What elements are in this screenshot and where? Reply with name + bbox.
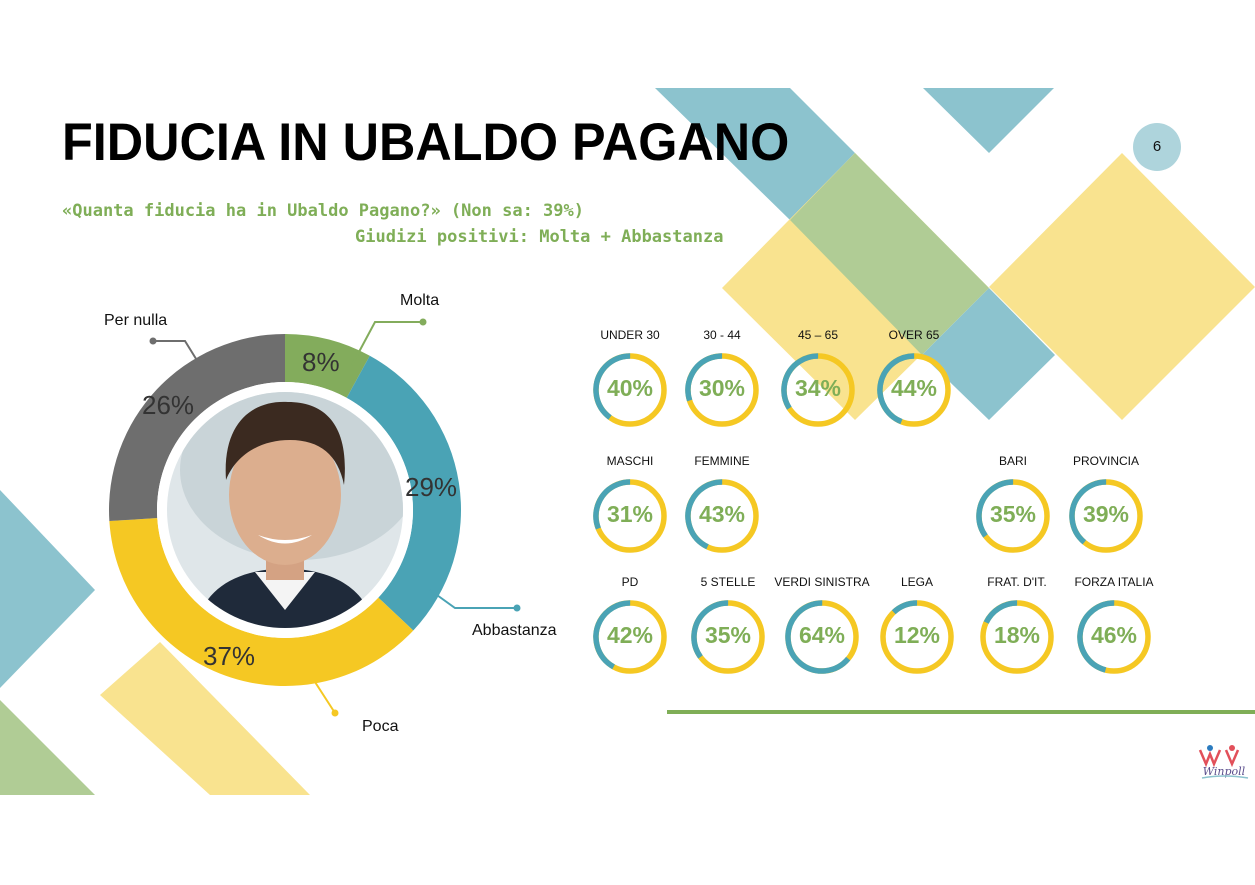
slice-label-per-nulla: Per nulla	[104, 312, 168, 329]
slice-value-molta: 8%	[302, 347, 340, 377]
slice-value-poca: 37%	[203, 641, 256, 671]
group-value-5-stelle: 35%	[704, 622, 752, 648]
group-value-femmine: 43%	[698, 501, 746, 527]
group-name-femmine: FEMMINE	[694, 454, 750, 468]
slice-value-per-nulla: 26%	[142, 390, 195, 420]
group-name-30-44: 30 - 44	[703, 328, 741, 342]
positive-judgement-subtitle: Giudizi positivi: Molta + Abbastanza	[355, 227, 724, 247]
slice-label-abbastanza: Abbastanza	[472, 622, 557, 639]
page-number-badge: 6	[1133, 123, 1181, 171]
group-value-lega: 12%	[893, 622, 941, 648]
group-name-provincia: PROVINCIA	[1072, 454, 1139, 468]
group-value-pd: 42%	[606, 622, 654, 648]
group-value-bari: 35%	[989, 501, 1037, 527]
gauge-arc-bari	[976, 479, 1050, 553]
donut-slice-per-nulla	[109, 334, 285, 522]
winpoll-logo: Winpoll	[1198, 745, 1249, 779]
question-subtitle: «Quanta fiducia ha in Ubaldo Pagano?» (N…	[62, 201, 584, 221]
slice-value-abbastanza: 29%	[405, 472, 458, 502]
group-value-frat-d-it: 18%	[993, 622, 1041, 648]
gauge-arc-verdi-sinistra	[785, 600, 859, 674]
page-title: FIDUCIA IN UBALDO PAGANO	[62, 113, 790, 172]
group-name-bari: BARI	[998, 454, 1027, 468]
donut-leader-lines	[149, 318, 521, 717]
gauge-arc-pd	[593, 600, 667, 674]
gauge-arc-5-stelle	[691, 600, 765, 674]
donut-slice-molta	[285, 334, 370, 398]
group-value-30-44: 30%	[698, 375, 746, 401]
group-name-over-65: OVER 65	[888, 328, 940, 342]
group-name-forza-italia: FORZA ITALIA	[1074, 575, 1154, 589]
group-value-maschi: 31%	[606, 501, 654, 527]
group-value-forza-italia: 46%	[1090, 622, 1138, 648]
gauge-arc-30-44	[685, 353, 759, 427]
group-value-over-65: 44%	[890, 375, 938, 401]
group-name-45-65: 45 – 65	[797, 328, 839, 342]
donut-slice-poca	[109, 518, 414, 686]
slice-label-molta: Molta	[400, 292, 440, 309]
group-name-frat-d-it: FRAT. D'IT.	[987, 575, 1047, 589]
group-name-5-stelle: 5 STELLE	[700, 575, 756, 589]
gauge-arc-forza-italia	[1077, 600, 1151, 674]
divider-line	[667, 710, 1255, 714]
gauge-arc-over-65	[877, 353, 951, 427]
group-name-verdi-sinistra: VERDI SINISTRA	[774, 575, 870, 589]
group-value-provincia: 39%	[1082, 501, 1130, 527]
gauge-arc-45-65	[781, 353, 855, 427]
svg-text:Winpoll: Winpoll	[1203, 765, 1246, 778]
gauge-arc-femmine	[685, 479, 759, 553]
group-name-maschi: MASCHI	[606, 454, 654, 468]
donut-slice-abbastanza	[346, 355, 462, 631]
portrait-photo	[157, 382, 413, 638]
group-name-under-30: UNDER 30	[600, 328, 660, 342]
group-name-lega: LEGA	[900, 575, 933, 589]
group-value-verdi-sinistra: 64%	[798, 622, 846, 648]
gauge-arc-lega	[880, 600, 954, 674]
group-value-45-65: 34%	[794, 375, 842, 401]
group-value-under-30: 40%	[606, 375, 654, 401]
gauge-arc-frat-d-it	[980, 600, 1054, 674]
slice-label-poca: Poca	[362, 718, 399, 735]
gauge-arc-maschi	[593, 479, 667, 553]
group-name-pd: PD	[621, 575, 639, 589]
